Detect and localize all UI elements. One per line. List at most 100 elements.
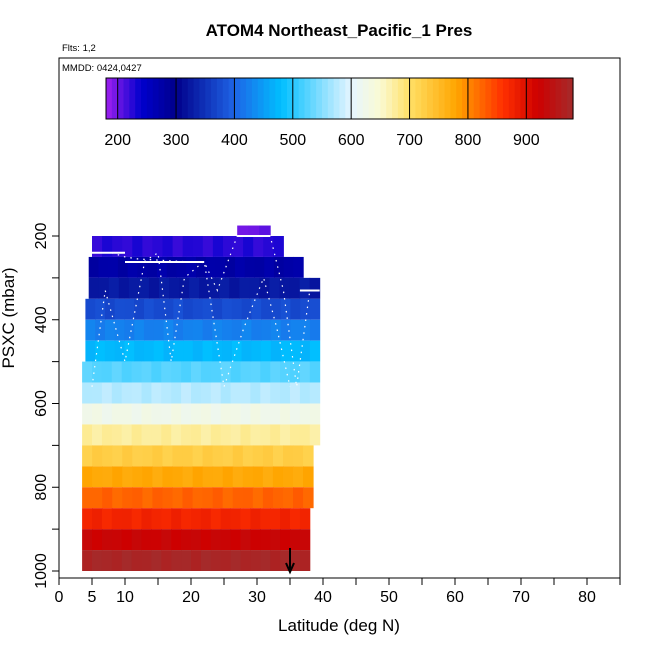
data-cell	[309, 424, 321, 446]
data-cell	[300, 319, 311, 341]
data-cell	[280, 361, 291, 383]
colorbar-swatch	[257, 78, 265, 119]
data-cell	[156, 256, 168, 278]
colorbar-swatch	[415, 78, 422, 119]
data-cell	[250, 403, 261, 425]
data-cell	[212, 340, 223, 362]
data-cell	[102, 487, 113, 509]
data-cell	[147, 256, 158, 278]
colorbar-swatch	[427, 78, 434, 119]
data-cell	[272, 445, 284, 467]
data-cell	[152, 236, 164, 257]
data-cell	[195, 256, 207, 278]
x-tick-label: 50	[380, 589, 398, 606]
data-cell	[104, 298, 116, 320]
data-cell	[270, 550, 281, 571]
data-cell	[272, 466, 284, 488]
data-cell	[270, 529, 281, 551]
data-cell	[249, 277, 260, 299]
data-cell	[309, 361, 321, 383]
data-cell	[290, 550, 301, 571]
data-cell	[205, 256, 216, 278]
data-cell	[82, 382, 93, 404]
data-cell	[141, 361, 152, 383]
data-cell	[270, 424, 281, 446]
x-tick-label: 70	[512, 589, 530, 606]
data-cell	[161, 361, 172, 383]
data-cell	[202, 466, 214, 488]
colorbar-swatch	[292, 78, 300, 119]
data-cell	[124, 340, 135, 362]
data-cell	[171, 529, 182, 551]
data-cell	[230, 382, 241, 404]
data-cell	[192, 487, 204, 509]
x-tick-label: 40	[314, 589, 332, 606]
data-cell	[141, 550, 152, 571]
data-cell	[171, 508, 182, 530]
data-cell	[290, 361, 301, 383]
colorbar-tick-label: 600	[338, 132, 365, 149]
flight-trace	[92, 235, 317, 387]
data-cell	[250, 550, 261, 571]
data-cell	[181, 403, 192, 425]
data-cell	[171, 424, 182, 446]
data-cell	[172, 445, 184, 467]
data-cell	[121, 361, 133, 383]
colorbar-swatch	[228, 78, 236, 119]
y-tick-label: 400	[33, 306, 50, 333]
data-cell	[161, 550, 172, 571]
data-cell	[121, 403, 133, 425]
data-cell	[181, 529, 192, 551]
data-cell	[102, 236, 113, 257]
data-cell	[111, 403, 123, 425]
colorbar-swatch	[240, 78, 247, 119]
data-cell	[131, 424, 142, 446]
data-cell	[132, 487, 143, 509]
data-cell	[300, 298, 311, 320]
data-cell	[210, 403, 222, 425]
data-cell	[182, 466, 194, 488]
x-tick-label: 80	[578, 589, 596, 606]
colorbar-swatch	[193, 78, 200, 119]
data-cell	[189, 277, 200, 299]
arrow-head	[285, 562, 295, 575]
data-cell	[212, 466, 224, 488]
data-cell	[111, 508, 123, 530]
data-cell	[95, 298, 106, 320]
data-cell	[222, 487, 234, 509]
data-cell	[300, 340, 311, 362]
data-cell	[192, 340, 204, 362]
x-axis: 0 5 10 20 30 40 50 60 70 80	[55, 578, 621, 606]
colorbar-swatch	[135, 78, 142, 119]
data-cell	[299, 508, 311, 530]
data-cell	[299, 277, 311, 299]
data-cell	[101, 424, 113, 446]
data-cell	[210, 550, 222, 571]
y-axis: 200 400 600 800 1000	[33, 223, 59, 589]
data-cell	[270, 340, 282, 362]
data-cell	[183, 340, 194, 362]
colorbar-swatch	[520, 78, 527, 119]
colorbar-swatch	[222, 78, 230, 119]
data-cell	[114, 319, 125, 341]
data-cell	[202, 298, 213, 320]
data-cell	[122, 466, 133, 488]
colorbar-swatch	[152, 78, 160, 119]
data-cell	[280, 298, 291, 320]
data-cell	[270, 403, 281, 425]
data-cell	[251, 298, 262, 320]
data-cell	[82, 508, 93, 530]
x-tick-label: 30	[248, 589, 266, 606]
colorbar-swatch	[111, 78, 119, 119]
data-cell	[152, 445, 163, 467]
data-cell	[92, 508, 103, 530]
data-cell	[181, 550, 192, 571]
colorbar-swatch	[444, 78, 452, 119]
data-cell	[222, 340, 233, 362]
data-cell	[270, 298, 282, 320]
colorbar-swatch	[129, 78, 136, 119]
data-cell	[182, 236, 194, 257]
data-cell	[143, 340, 155, 362]
data-cell	[212, 445, 224, 467]
data-cell	[273, 256, 285, 278]
